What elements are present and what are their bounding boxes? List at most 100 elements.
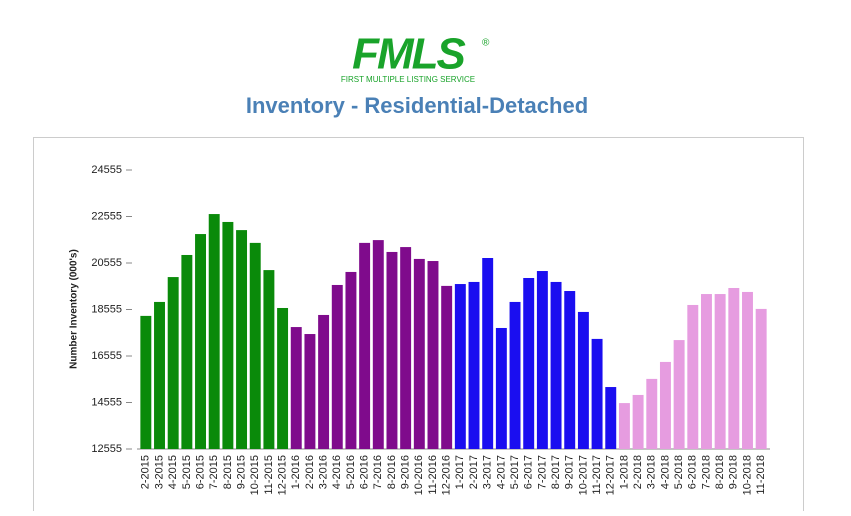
x-tick-label: 9-2015 <box>235 455 247 489</box>
bar <box>249 242 261 449</box>
bar <box>605 387 617 449</box>
x-tick-label: 10-2015 <box>249 455 261 495</box>
x-tick-label: 4-2015 <box>167 455 179 489</box>
x-tick-label: 7-2018 <box>700 455 712 489</box>
x-tick-label: 12-2015 <box>276 455 288 495</box>
panel <box>33 137 804 516</box>
bar <box>290 327 302 449</box>
bar <box>345 271 357 449</box>
bar <box>714 294 726 449</box>
x-tick-label: 1-2016 <box>290 455 302 489</box>
bar <box>208 214 220 449</box>
x-tick-label: 3-2016 <box>318 455 330 489</box>
x-tick-label: 11-2016 <box>427 455 439 495</box>
x-tick-label: 5-2017 <box>509 455 521 489</box>
bar <box>427 261 439 449</box>
bar <box>195 234 207 449</box>
x-tick-label: 9-2017 <box>564 455 576 489</box>
bar <box>468 281 480 449</box>
bar <box>495 327 507 449</box>
y-tick-label: 14555 <box>91 396 122 408</box>
y-tick-label: 20555 <box>91 257 122 269</box>
x-tick-label: 8-2017 <box>550 455 562 489</box>
x-tick-label: 9-2018 <box>728 455 740 489</box>
bar <box>618 403 630 449</box>
y-tick-label: 16555 <box>91 350 122 362</box>
bar <box>263 270 275 449</box>
bar <box>700 294 712 449</box>
x-tick-label: 4-2017 <box>495 455 507 489</box>
x-tick-label: 6-2016 <box>359 455 371 489</box>
bar <box>577 311 589 449</box>
bar <box>659 361 671 449</box>
bar <box>181 254 193 449</box>
x-tick-label: 6-2018 <box>687 455 699 489</box>
x-tick-label: 5-2016 <box>345 455 357 489</box>
y-tick-label: 22555 <box>91 210 122 222</box>
x-tick-label: 2-2015 <box>140 455 152 489</box>
bar <box>400 247 412 449</box>
logo-tagline: FIRST MULTIPLE LISTING SERVICE <box>341 75 475 84</box>
bar <box>318 314 330 449</box>
bar <box>454 284 466 449</box>
bar <box>742 291 753 449</box>
x-tick-label: 10-2016 <box>413 455 425 495</box>
x-tick-label: 5-2018 <box>673 455 685 489</box>
x-tick-label: 5-2015 <box>181 455 193 489</box>
bar <box>372 240 384 449</box>
bar <box>154 301 165 449</box>
x-tick-label: 6-2015 <box>194 455 206 489</box>
bar <box>509 301 521 449</box>
x-tick-label: 7-2016 <box>372 455 384 489</box>
bar <box>536 271 548 449</box>
y-tick-label: 18555 <box>91 303 122 315</box>
bar <box>236 230 248 449</box>
bar <box>550 281 562 449</box>
bar <box>140 315 152 449</box>
bar <box>331 284 343 449</box>
x-tick-label: 11-2018 <box>755 455 767 495</box>
bar <box>523 277 535 449</box>
x-tick-label: 2-2018 <box>632 455 644 489</box>
bar <box>167 277 179 449</box>
x-tick-label: 1-2018 <box>618 455 630 489</box>
y-axis-label: Number Inventory (000's) <box>69 249 80 369</box>
bar <box>386 251 398 449</box>
bar <box>359 242 371 449</box>
bar <box>564 291 576 449</box>
bar <box>728 287 740 449</box>
x-tick-label: 9-2016 <box>400 455 412 489</box>
x-tick-label: 12-2017 <box>605 455 617 495</box>
x-tick-label: 3-2015 <box>153 455 165 489</box>
x-tick-label: 10-2018 <box>741 455 753 495</box>
bar <box>687 304 699 449</box>
x-tick-label: 4-2016 <box>331 455 343 489</box>
logo-mark: FMLS <box>352 30 465 79</box>
bar <box>632 394 644 449</box>
y-tick-label: 12555 <box>91 443 122 455</box>
x-tick-label: 8-2018 <box>714 455 726 489</box>
x-tick-label: 8-2015 <box>222 455 234 489</box>
bar <box>441 285 453 449</box>
x-tick-label: 6-2017 <box>523 455 535 489</box>
x-tick-label: 11-2015 <box>263 455 275 495</box>
y-tick-label: 24555 <box>91 164 122 176</box>
x-tick-label: 11-2017 <box>591 455 603 495</box>
bar <box>277 307 289 449</box>
x-tick-label: 12-2016 <box>441 455 453 495</box>
x-tick-label: 3-2018 <box>646 455 658 489</box>
x-tick-label: 3-2017 <box>482 455 494 489</box>
x-tick-label: 2-2017 <box>468 455 480 489</box>
x-tick-label: 8-2016 <box>386 455 398 489</box>
bar <box>413 258 425 449</box>
bar <box>591 338 603 449</box>
bar <box>482 258 494 449</box>
x-tick-label: 7-2017 <box>536 455 548 489</box>
bar <box>304 334 316 449</box>
x-tick-label: 4-2018 <box>659 455 671 489</box>
bar <box>755 308 767 449</box>
x-tick-label: 2-2016 <box>304 455 316 489</box>
x-tick-label: 7-2015 <box>208 455 220 489</box>
